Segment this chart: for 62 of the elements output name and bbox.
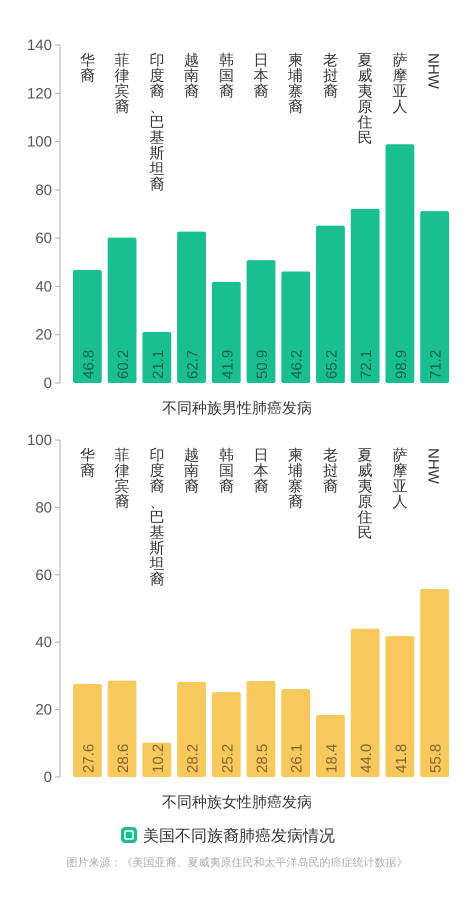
x-tick-label: 菲律宾裔 xyxy=(114,447,130,510)
data-label: 62.7 xyxy=(184,350,202,379)
data-label: 10.2 xyxy=(150,744,167,773)
x-tick-label: 萨摩亚人 xyxy=(392,52,408,116)
data-label: 28.5 xyxy=(254,744,271,773)
data-label: 72.1 xyxy=(358,350,376,379)
y-tick-label: 100 xyxy=(26,134,52,151)
x-tick-label: 韩国裔 xyxy=(218,447,234,495)
y-tick-label: 40 xyxy=(35,278,52,296)
x-tick-label: 日本裔 xyxy=(254,52,268,100)
data-label: 28.2 xyxy=(184,744,202,773)
data-label: 26.1 xyxy=(288,744,306,773)
data-label: 27.6 xyxy=(80,744,98,773)
x-tick-label: 夏威夷原住民 xyxy=(358,447,373,542)
x-tick-label: 越南裔 xyxy=(184,447,200,495)
y-tick-label: 0 xyxy=(44,375,52,392)
y-tick-label: 0 xyxy=(44,769,52,786)
y-tick-label: 20 xyxy=(35,326,52,344)
y-tick-label: 100 xyxy=(26,432,52,449)
x-tick-label: 印度裔、巴基斯坦裔 xyxy=(149,447,164,588)
data-label: 50.9 xyxy=(254,350,271,379)
y-tick-label: 40 xyxy=(35,634,52,652)
x-tick-label: 柬埔寨裔 xyxy=(288,52,304,116)
x-tick-label: NHW xyxy=(424,53,442,90)
data-label: 18.4 xyxy=(323,744,340,773)
data-label: 65.2 xyxy=(323,350,340,379)
x-tick-label: 华裔 xyxy=(80,447,95,480)
y-tick-label: 60 xyxy=(35,230,52,248)
data-label: 60.2 xyxy=(115,350,132,379)
data-label: 46.8 xyxy=(80,350,98,379)
y-tick-label: 80 xyxy=(35,499,52,516)
x-tick-label: 柬埔寨裔 xyxy=(288,447,304,510)
y-tick-label: 140 xyxy=(26,37,52,54)
y-tick-label: 80 xyxy=(35,182,52,199)
data-label: 55.8 xyxy=(428,744,445,773)
data-label: 41.9 xyxy=(219,350,236,379)
data-label: 25.2 xyxy=(219,744,236,773)
y-tick-label: 60 xyxy=(35,566,52,584)
text: 美国不同族裔肺癌发病情况 xyxy=(143,827,335,845)
x-tick-label: 越南裔 xyxy=(184,52,200,100)
y-tick-label: 20 xyxy=(35,702,52,719)
data-label: 21.1 xyxy=(150,350,167,379)
data-label: 46.2 xyxy=(288,350,306,379)
x-tick-label: 韩国裔 xyxy=(218,52,234,100)
text: 图片来源：《美国亚裔、夏威夷原住民和太平洋岛民的癌症统计数据》 xyxy=(66,856,408,869)
x-tick-label: 菲律宾裔 xyxy=(114,52,130,116)
x-tick-label: 老挝裔 xyxy=(322,52,338,100)
data-label: 71.2 xyxy=(428,350,445,379)
x-tick-label: 印度裔、巴基斯坦裔 xyxy=(149,52,164,193)
y-tick-label: 120 xyxy=(26,85,52,102)
data-label: 41.8 xyxy=(392,744,410,773)
x-tick-label: 老挝裔 xyxy=(322,447,338,495)
x-axis-title: 不同种族女性肺癌发病 xyxy=(162,794,312,811)
data-label: 98.9 xyxy=(392,350,410,379)
x-tick-label: 华裔 xyxy=(80,52,95,84)
x-tick-label: 萨摩亚人 xyxy=(392,447,408,510)
data-label: 28.6 xyxy=(115,744,132,773)
x-tick-label: NHW xyxy=(424,448,442,485)
x-axis-title: 不同种族男性肺癌发病 xyxy=(162,400,312,417)
data-label: 44.0 xyxy=(358,744,376,773)
x-tick-label: 日本裔 xyxy=(254,447,268,495)
x-tick-label: 夏威夷原住民 xyxy=(358,52,373,146)
